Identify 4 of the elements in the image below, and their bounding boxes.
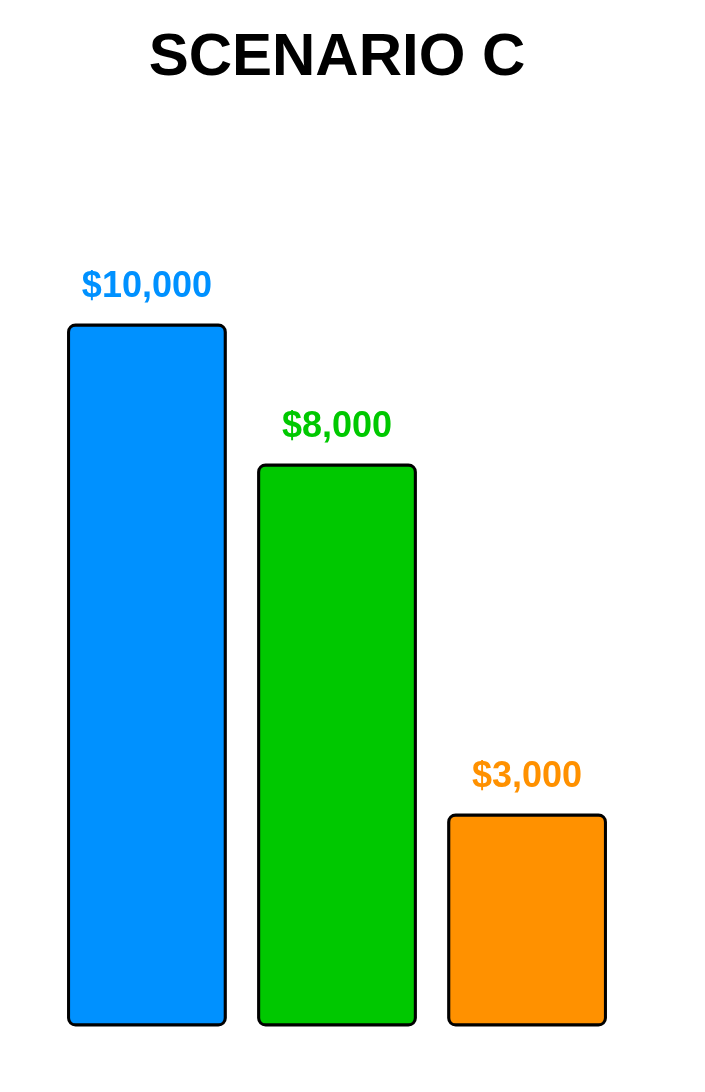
data-label: $3,000 [472,754,583,795]
data-label: $8,000 [281,404,393,445]
data-label: $10,000 [81,264,213,305]
chart-title: SCENARIO C [148,21,526,88]
